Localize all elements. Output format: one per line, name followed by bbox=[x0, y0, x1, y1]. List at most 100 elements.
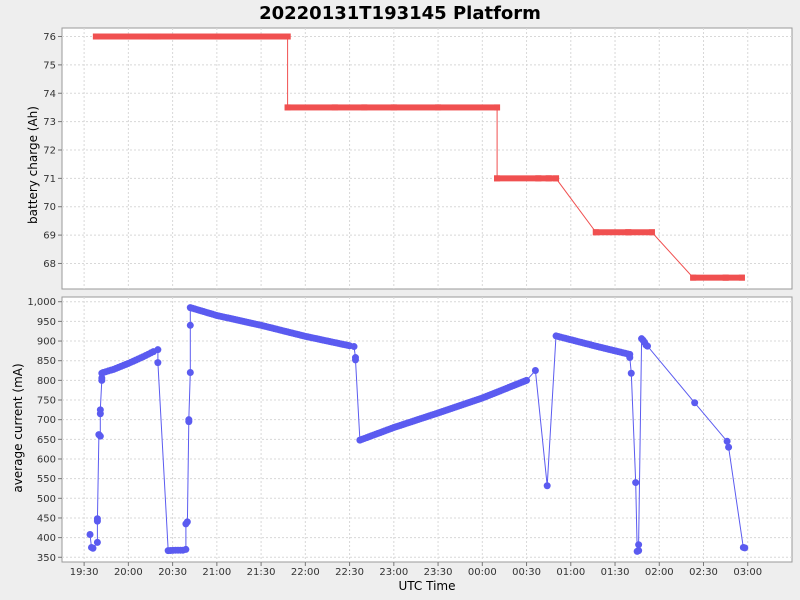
y-tick-label: 550 bbox=[37, 474, 56, 485]
data-point bbox=[723, 437, 731, 445]
data-point bbox=[648, 229, 655, 236]
data-point bbox=[331, 104, 338, 111]
data-point bbox=[356, 436, 364, 444]
data-point bbox=[690, 274, 697, 281]
chart-title: 20220131T193145 Platform bbox=[259, 3, 541, 24]
x-tick-label: 03:00 bbox=[733, 567, 762, 578]
y-tick-label: 500 bbox=[37, 494, 56, 505]
battery-charge-panel: 68 69 70 71 72 73 74 75 76 bbox=[43, 27, 793, 290]
y-tick-label: 600 bbox=[37, 454, 56, 465]
data-point bbox=[154, 359, 162, 367]
data-point bbox=[93, 517, 101, 525]
data-point-band bbox=[215, 33, 291, 40]
data-point bbox=[186, 368, 194, 376]
data-point bbox=[185, 416, 193, 424]
x-tick-label: 22:30 bbox=[335, 567, 364, 578]
data-point bbox=[552, 332, 560, 340]
y-tick-label: 1,000 bbox=[27, 297, 56, 308]
x-tick-label: 00:30 bbox=[512, 567, 541, 578]
data-point bbox=[89, 544, 97, 552]
data-point-band bbox=[92, 33, 155, 40]
data-point bbox=[93, 538, 101, 546]
data-point bbox=[435, 104, 442, 111]
data-point-band bbox=[535, 175, 552, 182]
data-point bbox=[154, 346, 162, 354]
y-tick-label: 700 bbox=[37, 415, 56, 426]
data-point bbox=[535, 175, 542, 182]
data-point bbox=[301, 332, 309, 340]
x-tick-label: 20:00 bbox=[114, 567, 143, 578]
y-tick-label: 71 bbox=[43, 174, 56, 185]
y-tick-label: 950 bbox=[37, 317, 56, 328]
data-point bbox=[351, 356, 359, 364]
x-axis-label: UTC Time bbox=[399, 579, 456, 593]
data-point-band bbox=[494, 175, 542, 182]
data-point bbox=[284, 33, 291, 40]
y-tick-label: 650 bbox=[37, 435, 56, 446]
y-tick-label: 350 bbox=[37, 553, 56, 564]
data-point bbox=[390, 104, 397, 111]
data-point bbox=[643, 342, 651, 350]
data-point bbox=[434, 409, 442, 417]
data-point bbox=[494, 104, 501, 111]
data-point bbox=[257, 321, 265, 329]
data-point bbox=[164, 547, 172, 555]
top-panel-y-axis-label: battery charge (Ah) bbox=[26, 106, 40, 224]
y-tick-label: 73 bbox=[43, 117, 56, 128]
data-point bbox=[183, 518, 191, 526]
plot-background bbox=[61, 27, 793, 290]
x-tick-label: 20:30 bbox=[158, 567, 187, 578]
data-point bbox=[213, 311, 221, 319]
data-point bbox=[172, 546, 180, 554]
data-point bbox=[96, 432, 104, 440]
data-point-band bbox=[284, 104, 338, 111]
data-point bbox=[110, 365, 118, 373]
data-point-band bbox=[592, 229, 632, 236]
data-point-band bbox=[361, 104, 397, 111]
data-point bbox=[186, 304, 194, 312]
x-tick-label: 21:00 bbox=[202, 567, 231, 578]
data-point bbox=[186, 321, 194, 329]
data-point bbox=[593, 343, 601, 351]
data-point bbox=[741, 544, 749, 552]
data-point bbox=[627, 369, 635, 377]
data-point-band bbox=[545, 175, 560, 182]
plot-background bbox=[61, 296, 793, 563]
data-point bbox=[531, 367, 539, 375]
data-point bbox=[96, 406, 104, 414]
data-point bbox=[99, 368, 107, 376]
y-tick-label: 74 bbox=[43, 89, 56, 100]
x-tick-label: 23:00 bbox=[379, 567, 408, 578]
data-point bbox=[738, 274, 745, 281]
data-point-band bbox=[154, 33, 222, 40]
data-point bbox=[92, 33, 99, 40]
data-point-band bbox=[722, 274, 745, 281]
y-tick-label: 75 bbox=[43, 60, 56, 71]
x-tick-label: 01:00 bbox=[556, 567, 585, 578]
y-tick-label: 400 bbox=[37, 533, 56, 544]
data-point bbox=[691, 399, 699, 407]
data-point bbox=[725, 443, 733, 451]
data-point bbox=[722, 274, 729, 281]
data-point-band bbox=[690, 274, 729, 281]
data-point bbox=[215, 33, 222, 40]
data-point bbox=[553, 175, 560, 182]
data-point bbox=[182, 545, 190, 553]
data-point bbox=[390, 424, 398, 432]
y-tick-label: 900 bbox=[37, 337, 56, 348]
data-point bbox=[154, 33, 161, 40]
data-point-band bbox=[435, 104, 501, 111]
y-tick-label: 69 bbox=[43, 231, 56, 242]
data-point bbox=[523, 376, 531, 384]
data-point bbox=[139, 353, 147, 361]
data-point bbox=[350, 343, 358, 351]
y-tick-label: 68 bbox=[43, 259, 56, 270]
data-point-band bbox=[390, 104, 442, 111]
x-tick-label: 21:30 bbox=[247, 567, 276, 578]
x-tick-label: 19:30 bbox=[70, 567, 99, 578]
x-tick-label: 22:00 bbox=[291, 567, 320, 578]
data-point bbox=[626, 354, 634, 362]
data-point-band bbox=[625, 229, 655, 236]
x-tick-label: 00:00 bbox=[468, 567, 497, 578]
